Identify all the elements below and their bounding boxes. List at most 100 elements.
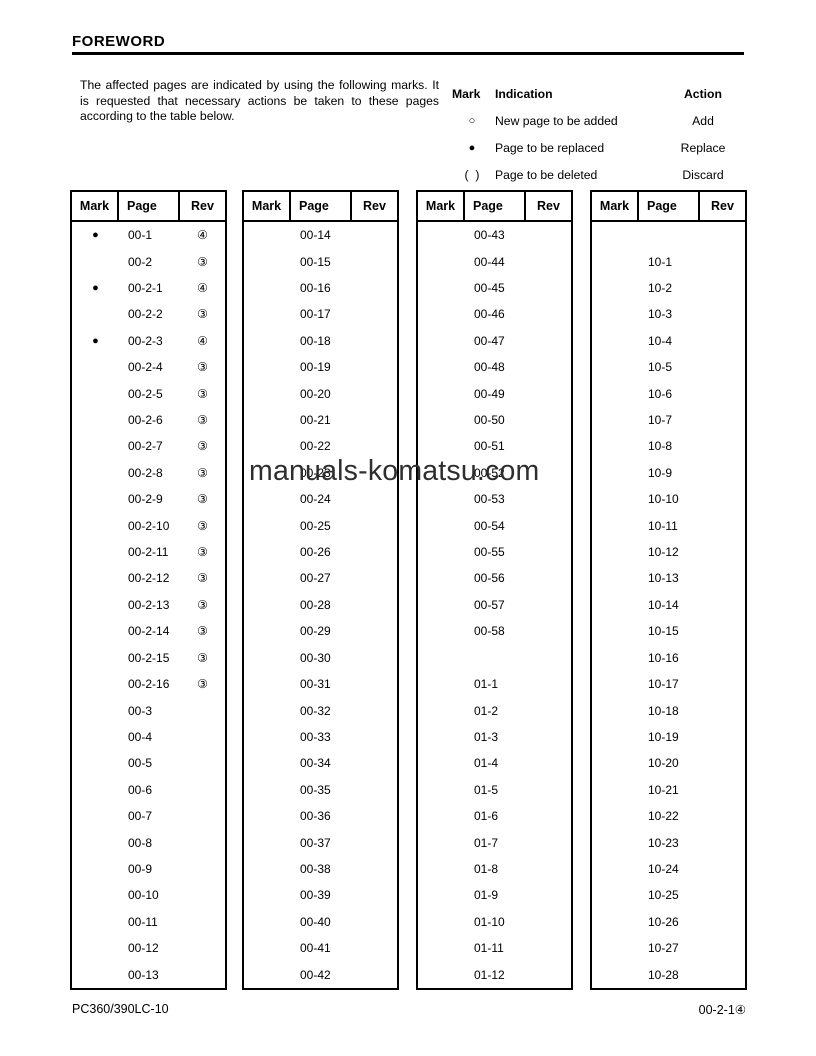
table-row: 10-5 <box>592 354 745 380</box>
table-row: 00-5 <box>72 750 225 776</box>
page-cell: 00-2-6 <box>128 413 163 428</box>
table-row: 00-34 <box>244 750 397 776</box>
table-header: Mark Page Rev <box>244 192 397 222</box>
rev-cell: ③ <box>197 492 208 507</box>
legend-action: Replace <box>680 140 726 155</box>
page-cell: 10-10 <box>648 492 679 507</box>
page-cell: 00-37 <box>300 835 331 850</box>
table-row: 00-46 <box>418 301 571 327</box>
title-underline <box>72 52 744 55</box>
column-header-mark: Mark <box>592 192 639 220</box>
table-row: 01-10 <box>418 909 571 935</box>
page-cell: 01-5 <box>474 782 499 797</box>
table-row: 00-22 <box>244 433 397 459</box>
table-row: 01-1 <box>418 671 571 697</box>
table-row: ● 00-2-1 ④ <box>72 275 225 301</box>
mark-legend: Mark Indication Action ○ New page to be … <box>449 80 751 188</box>
table-row: 00-26 <box>244 539 397 565</box>
page-cell: 00-45 <box>474 281 505 296</box>
open-circle-icon: ○ <box>468 114 476 127</box>
page-cell: 01-11 <box>474 941 504 956</box>
page-cell: 00-9 <box>128 861 153 876</box>
table-row: 00-13 <box>72 961 225 987</box>
page-cell: 01-1 <box>474 677 499 692</box>
page-cell: 00-24 <box>300 492 331 507</box>
page-cell: 10-4 <box>648 333 673 348</box>
table-row: 00-2-13 ③ <box>72 592 225 618</box>
rev-cell: ③ <box>197 597 208 612</box>
page-cell: 00-57 <box>474 597 505 612</box>
page-cell: 10-17 <box>648 677 679 692</box>
page-cell: 00-34 <box>300 756 331 771</box>
table-row: 00-47 <box>418 328 571 354</box>
page-cell: 00-15 <box>300 254 331 269</box>
page-cell: 00-44 <box>474 254 505 269</box>
table-row <box>592 222 745 248</box>
page-cell: 00-1 <box>128 228 153 243</box>
page-cell: 10-5 <box>648 360 673 375</box>
page-cell: 00-23 <box>300 465 331 480</box>
table-row: 00-36 <box>244 803 397 829</box>
page-cell: 10-3 <box>648 307 673 322</box>
page-cell: 00-41 <box>300 941 331 956</box>
page-cell: 00-48 <box>474 360 505 375</box>
rev-cell: ③ <box>197 465 208 480</box>
table-row: 00-38 <box>244 856 397 882</box>
table-row: 10-3 <box>592 301 745 327</box>
page-cell: 10-28 <box>648 967 679 982</box>
table-row: 01-2 <box>418 697 571 723</box>
table-row: 00-9 <box>72 856 225 882</box>
table-row: 00-32 <box>244 697 397 723</box>
page-cell: 00-2-2 <box>128 307 163 322</box>
column-header-page: Page <box>119 192 180 220</box>
table-header: Mark Page Rev <box>592 192 745 222</box>
page-cell: 00-3 <box>128 703 153 718</box>
page-cell: 10-2 <box>648 281 673 296</box>
page-cell: 00-16 <box>300 281 331 296</box>
table-row: 10-4 <box>592 328 745 354</box>
page-cell: 00-2-9 <box>128 492 163 507</box>
table-row: 00-21 <box>244 407 397 433</box>
page-cell: 00-58 <box>474 624 505 639</box>
page-cell: 00-53 <box>474 492 505 507</box>
table-row: 00-2-12 ③ <box>72 565 225 591</box>
page-cell: 00-17 <box>300 307 331 322</box>
page-cell: 10-19 <box>648 729 679 744</box>
page-cell: 00-46 <box>474 307 505 322</box>
rev-cell: ③ <box>197 677 208 692</box>
page-cell: 00-2-3 <box>128 333 163 348</box>
table-row: 00-39 <box>244 882 397 908</box>
table-row: 00-55 <box>418 539 571 565</box>
table-row: 00-17 <box>244 301 397 327</box>
page-cell: 00-2-14 <box>128 624 170 639</box>
page-cell: 00-2-1 <box>128 281 163 296</box>
table-row: 00-12 <box>72 935 225 961</box>
legend-indication: Page to be replaced <box>495 140 605 155</box>
legend-header-mark: Mark <box>452 86 481 101</box>
table-row: 10-23 <box>592 829 745 855</box>
page-cell: 01-4 <box>474 756 499 771</box>
table-row: 00-41 <box>244 935 397 961</box>
page-cell: 00-2-11 <box>128 545 169 560</box>
table-row: 10-24 <box>592 856 745 882</box>
page-table-2: Mark Page Rev 00-14 00-15 00-16 00-17 00-18 0… <box>242 190 399 990</box>
page-cell: 10-22 <box>648 809 679 824</box>
table-row: 10-19 <box>592 724 745 750</box>
page-cell: 00-52 <box>474 465 505 480</box>
column-header-rev: Rev <box>711 199 734 213</box>
legend-indication: New page to be added <box>495 113 618 128</box>
table-row: 10-16 <box>592 645 745 671</box>
page-cell: 00-2-16 <box>128 677 170 692</box>
table-row: 00-43 <box>418 222 571 248</box>
page-cell: 10-18 <box>648 703 679 718</box>
page-cell: 10-21 <box>648 782 679 797</box>
table-body: 00-43 00-44 00-45 00-46 00-47 00-48 00-49 00-50… <box>418 222 571 988</box>
column-header-page: Page <box>639 192 700 220</box>
table-row: 00-23 <box>244 460 397 486</box>
page-cell: 00-30 <box>300 650 331 665</box>
table-row: 10-28 <box>592 961 745 987</box>
column-header-rev: Rev <box>537 199 560 213</box>
page-title: FOREWORD <box>72 33 166 50</box>
page-cell: 00-2-8 <box>128 465 163 480</box>
site-watermark: manuals-komatsu.com <box>249 455 540 487</box>
